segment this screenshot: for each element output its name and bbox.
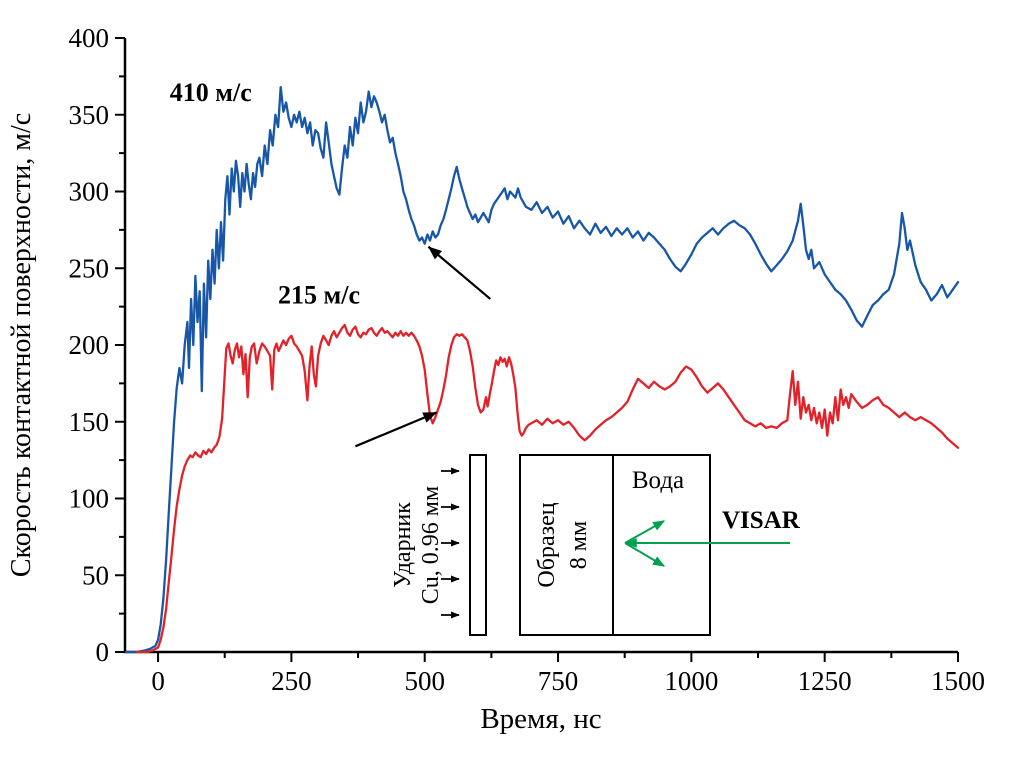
y-tick-label: 200 [69,330,110,360]
series-curves [124,85,960,654]
sample-label-line1: Образец [534,502,560,587]
impactor-label-line1: Ударник [390,502,416,588]
x-tick-label: 0 [151,666,165,696]
y-tick-label: 350 [69,100,110,130]
x-tick-label: 250 [271,666,312,696]
y-tick-label: 400 [69,23,110,53]
sample-water-box [519,454,711,636]
curve-label: 410 м/с [170,78,252,107]
y-tick-label: 50 [82,560,109,590]
visar-label: VISAR [722,507,801,534]
x-tick-label: 1500 [931,666,985,696]
sample-label-line2: 8 мм [566,521,592,569]
y-tick-label: 300 [69,177,110,207]
y-tick-label: 100 [69,484,110,514]
visar-reflected-beam-up [624,520,666,544]
y-axis-label: Скорость контактной поверхности, м/с [6,113,37,577]
y-tick-label: 0 [96,637,110,667]
y-tick-label: 250 [69,253,110,283]
x-axis-label: Время, нс [480,703,601,735]
annotation-arrow [427,245,492,300]
y-tick-label: 150 [69,407,110,437]
x-tick-label: 750 [538,666,579,696]
visar-reflected-beam-down [624,542,666,567]
experiment-schematic: Ударник Cu, 0.96 мм Образец 8 мм Вода VI… [390,454,801,636]
axes: 0 250 500 750 1000 1250 1500 0 50 100 150 200 250 300… [69,23,986,696]
curve-annotations: 410 м/с 215 м/с [170,78,492,448]
series-curve-1 [135,323,960,654]
impact-direction-arrows [441,467,460,619]
impactor-label-line2: Cu, 0.96 мм [418,486,444,604]
annotation-arrow [354,411,438,448]
x-tick-label: 1000 [664,666,718,696]
x-tick-label: 500 [404,666,445,696]
series-curve-0 [124,85,960,654]
impactor-plate [469,454,487,636]
water-label: Вода [632,467,684,494]
x-tick-label: 1250 [798,666,852,696]
visar-beams [624,520,790,567]
curve-label: 215 м/с [278,281,360,310]
